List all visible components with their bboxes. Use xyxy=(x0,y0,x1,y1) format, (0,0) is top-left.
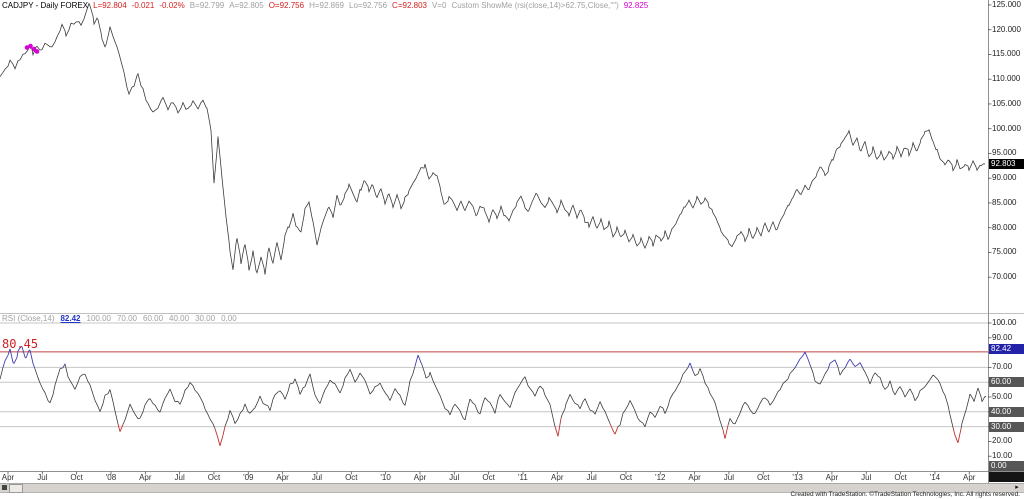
scrollbar-left-handle[interactable] xyxy=(9,484,23,493)
status-field: C=92.803 xyxy=(392,1,427,10)
rsi-axis-tick: 10.00 xyxy=(992,451,1013,461)
date-axis-tick: Oct xyxy=(207,473,221,482)
status-field: -0.021 xyxy=(131,1,155,10)
rsi-level-value: 40.00 xyxy=(169,314,190,323)
date-axis-tick: Oct xyxy=(345,473,358,482)
date-axis-tick: Apr xyxy=(825,473,839,482)
rsi-axis-tick: 90.00 xyxy=(992,332,1013,342)
rsi-value-badge: 82.42 xyxy=(989,344,1024,355)
status-field: V=0 xyxy=(431,1,447,10)
axis-corner-box xyxy=(989,472,1024,482)
alert-line-value-label: 80.45 xyxy=(2,337,39,351)
scrollbar-splitter-icon[interactable] xyxy=(2,485,7,490)
price-axis-tick: 120.000 xyxy=(992,24,1021,34)
date-axis-tick: Jul xyxy=(861,473,872,482)
rsi-level-badge: 40.00 xyxy=(989,406,1024,417)
date-axis-tick: Oct xyxy=(757,473,770,482)
date-axis-tick: Apr xyxy=(688,473,701,482)
status-field: Custom ShowMe (rsi(close,14)>62.75,Close… xyxy=(451,1,619,10)
symbol-status-line: CADJPY - Daily FOREX L=92.804 -0.021 -0.02%… xyxy=(2,1,653,10)
date-axis-tick: Jul xyxy=(723,473,735,482)
date-axis-tick: Oct xyxy=(619,473,633,482)
status-field: A=92.805 xyxy=(229,1,264,10)
status-field: -0.02% xyxy=(159,1,185,10)
date-axis-tick: Apr xyxy=(413,473,427,482)
rsi-level-value: 100.00 xyxy=(86,314,111,323)
rsi-level-badge: 0.00 xyxy=(989,461,1024,471)
date-axis-tick: Apr xyxy=(1,473,15,482)
date-axis-tick: Jul xyxy=(37,473,48,482)
date-axis-tick: Jul xyxy=(311,473,323,482)
price-axis-tick: 75.000 xyxy=(992,247,1017,257)
rsi-axis-tick: 100.00 xyxy=(992,318,1017,327)
date-axis-tick: Jul xyxy=(449,473,460,482)
price-axis-tick: 85.000 xyxy=(992,197,1017,207)
scrollbar-right-arrow-icon[interactable]: ▸ xyxy=(1015,484,1019,491)
date-axis-tick: Jul xyxy=(174,473,185,482)
date-axis-tick: '10 xyxy=(380,473,391,482)
price-axis-tick: 110.000 xyxy=(992,74,1021,84)
date-axis-tick: Oct xyxy=(482,473,495,482)
date-axis-tick: '13 xyxy=(792,473,803,482)
price-axis-tick: 105.000 xyxy=(992,98,1021,108)
rsi-axis-tick: 70.00 xyxy=(992,362,1013,372)
rsi-level-value: 60.00 xyxy=(143,314,164,323)
price-axis-tick: 95.000 xyxy=(992,148,1017,158)
rsi-level-badge: 60.00 xyxy=(989,377,1024,388)
rsi-level-badge: 30.00 xyxy=(989,421,1024,432)
rsi-level-value: 30.00 xyxy=(195,314,216,323)
price-axis-tick: 80.000 xyxy=(992,222,1017,232)
status-field: H=92.869 xyxy=(309,1,344,10)
date-axis-tick: Jul xyxy=(586,473,597,482)
rsi-current-value: 82.42 xyxy=(60,314,81,323)
date-axis-tick: Apr xyxy=(139,473,152,482)
date-axis-tick: '09 xyxy=(243,473,254,482)
status-field: 92.825 xyxy=(623,1,649,10)
last-price-badge: 92.803 xyxy=(989,159,1024,170)
rsi-level-value: 70.00 xyxy=(116,314,137,323)
rsi-indicator-label: RSI (Close,14) xyxy=(2,314,55,323)
price-axis-tick: 90.000 xyxy=(992,173,1017,183)
copyright-text: Created with TradeStation. ©TradeStation… xyxy=(790,491,1020,498)
date-axis-tick: Apr xyxy=(276,473,289,482)
status-field: B=92.799 xyxy=(189,1,225,10)
date-axis-tick: Apr xyxy=(551,473,564,482)
rsi-level-value: 0.00 xyxy=(221,314,237,323)
rsi-axis-tick: 20.00 xyxy=(992,436,1013,446)
date-axis-tick: '11 xyxy=(518,473,528,482)
price-axis-tick: 70.000 xyxy=(992,272,1017,282)
date-axis-tick: '12 xyxy=(655,473,666,482)
date-axis-tick: '08 xyxy=(105,473,117,482)
price-axis-tick: 125.000 xyxy=(992,0,1021,9)
rsi-level-list: 100.00 70.00 60.00 40.00 30.00 0.00 xyxy=(87,314,243,323)
horizontal-scrollbar[interactable] xyxy=(0,483,1024,493)
date-axis-tick: Apr xyxy=(963,473,976,482)
date-axis-tick: Oct xyxy=(70,473,83,482)
status-field: CADJPY - Daily FOREX xyxy=(2,1,89,10)
rsi-axis-tick: 50.00 xyxy=(992,392,1013,401)
date-axis-tick: '14 xyxy=(929,473,941,482)
price-axis-tick: 115.000 xyxy=(992,49,1021,59)
price-axis-tick: 100.000 xyxy=(992,123,1021,133)
status-field: Lo=92.756 xyxy=(349,1,388,10)
status-field: L=92.804 xyxy=(93,1,127,10)
status-field: O=92.756 xyxy=(268,1,305,10)
rsi-status-line: RSI (Close,14) 82.42 100.00 70.00 60.00 40.00… xyxy=(2,314,249,323)
date-axis-tick: Oct xyxy=(894,473,907,482)
